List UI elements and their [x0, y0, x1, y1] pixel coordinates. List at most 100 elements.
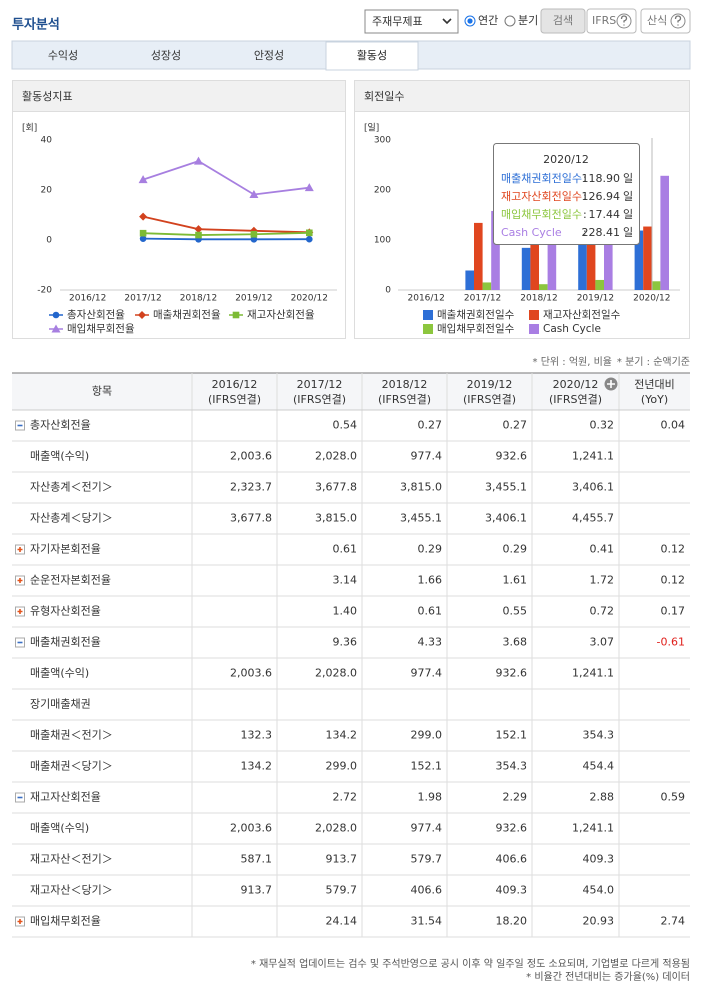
cell: 2.29 — [503, 791, 528, 804]
cell: 0.41 — [590, 543, 615, 556]
bar — [482, 282, 492, 290]
y-tick-label: -20 — [37, 286, 52, 296]
cell: 0.32 — [590, 419, 615, 432]
note: * 단위 : 억원, 비율 — [533, 355, 612, 368]
cell: 0.55 — [503, 605, 528, 618]
tooltip-value: 126.94 — [582, 190, 621, 203]
cell: 913.7 — [326, 853, 358, 866]
column-basis: (IFRS연결) — [378, 393, 431, 406]
cell: 18.20 — [496, 915, 528, 928]
legend-label: 재고자산회전율 — [247, 309, 315, 321]
cell: 3,406.1 — [485, 512, 527, 525]
legend-label: 매입채무회전율 — [67, 322, 135, 335]
x-tick-label: 2016/12 — [408, 294, 445, 304]
tooltip-box — [493, 143, 640, 245]
select[interactable] — [364, 9, 459, 34]
legend-label: 매출채권회전율 — [153, 309, 221, 321]
tab-label[interactable]: 수익성 — [48, 49, 78, 62]
bar — [651, 281, 661, 290]
column-basis: (IFRS연결) — [463, 393, 516, 406]
marker — [250, 236, 258, 243]
tab-label[interactable]: 성장성 — [151, 49, 181, 62]
row-label: 매입채무회전율 — [30, 915, 101, 928]
tooltip-name: Cash Cycle — [501, 226, 562, 239]
y-tick-label: 200 — [374, 186, 391, 196]
column-period: 2019/12 — [467, 378, 513, 391]
select-arrow — [442, 18, 452, 25]
radio-label[interactable]: 연간 — [478, 14, 498, 27]
tooltip-name: 매입채무회전일수 — [501, 207, 582, 221]
marker — [232, 311, 240, 319]
button-label[interactable]: IFRS — [592, 14, 616, 27]
bar — [474, 222, 483, 290]
tab-label[interactable]: 안정성 — [254, 49, 284, 62]
legend-swatch — [423, 310, 433, 320]
cell: 4.33 — [418, 636, 443, 649]
y-tick-label: 0 — [385, 286, 391, 296]
cell: 0.12 — [661, 543, 686, 556]
toggle-glyph — [17, 578, 23, 583]
series-line — [143, 231, 310, 236]
tooltip-unit: 일 — [623, 225, 633, 239]
cell: 932.6 — [496, 450, 528, 463]
button-label[interactable]: 산식 — [647, 14, 667, 27]
page-title: 투자분석 — [12, 18, 60, 33]
row-label: 장기매출채권 — [30, 698, 91, 711]
row-label: 매출액(수익) — [30, 450, 89, 463]
cell: 0.54 — [333, 419, 358, 432]
tooltip-separator: : — [583, 172, 587, 185]
cell: 406.6 — [496, 853, 528, 866]
marker — [304, 183, 314, 192]
toggle-glyph — [17, 609, 23, 614]
radio-dot — [467, 18, 473, 24]
cell: 354.3 — [496, 760, 528, 773]
x-tick-label: 2018/12 — [520, 294, 557, 304]
cell: 0.59 — [661, 791, 686, 804]
cell: 579.7 — [326, 884, 358, 897]
legend-label: 재고자산회전일수 — [543, 308, 621, 321]
marker — [306, 229, 313, 237]
bar — [465, 270, 474, 290]
bar — [491, 210, 500, 290]
panel — [12, 80, 346, 339]
cell: 3,455.1 — [400, 512, 442, 525]
radio[interactable] — [504, 15, 516, 27]
row-label: 순운전자본회전율 — [30, 574, 111, 587]
tooltip-unit: 일 — [623, 171, 633, 185]
row-label: 매출채권＜당기＞ — [30, 760, 113, 773]
cell: 406.6 — [411, 884, 443, 897]
cell: 0.61 — [418, 605, 443, 618]
cell: 0.29 — [418, 543, 443, 556]
select-label[interactable]: 주재무제표 — [372, 15, 423, 28]
cell: 977.4 — [411, 822, 443, 835]
cell: 9.36 — [333, 636, 358, 649]
legend-label: 총자산회전율 — [67, 309, 125, 321]
column-period: 2018/12 — [382, 378, 428, 391]
column-basis: (IFRS연결) — [293, 393, 346, 406]
cell: 1,241.1 — [572, 822, 614, 835]
y-tick-label: 0 — [46, 236, 52, 246]
axis-unit: [일] — [364, 123, 379, 134]
table-header-bg — [12, 373, 690, 410]
legend-swatch — [529, 324, 539, 334]
tooltip-name: 재고자산회전일수 — [501, 189, 582, 203]
axis-unit: [회] — [22, 123, 37, 134]
active-tab[interactable] — [325, 41, 419, 71]
marker — [139, 212, 148, 221]
tab-label[interactable]: 활동성 — [357, 48, 387, 62]
cell: 0.12 — [661, 574, 686, 587]
button-label[interactable]: 검색 — [553, 14, 573, 27]
marker — [138, 311, 146, 319]
button[interactable] — [640, 8, 691, 34]
column-period: 2017/12 — [297, 378, 343, 391]
cell: 1,241.1 — [572, 667, 614, 680]
row-label: 자기자본회전율 — [30, 543, 101, 556]
cell: 354.3 — [583, 729, 615, 742]
radio-label[interactable]: 분기 — [518, 14, 538, 27]
button[interactable] — [586, 8, 637, 34]
toggle-glyph — [17, 919, 23, 924]
cell: 977.4 — [411, 450, 443, 463]
bar — [521, 247, 531, 290]
button[interactable] — [540, 8, 586, 34]
